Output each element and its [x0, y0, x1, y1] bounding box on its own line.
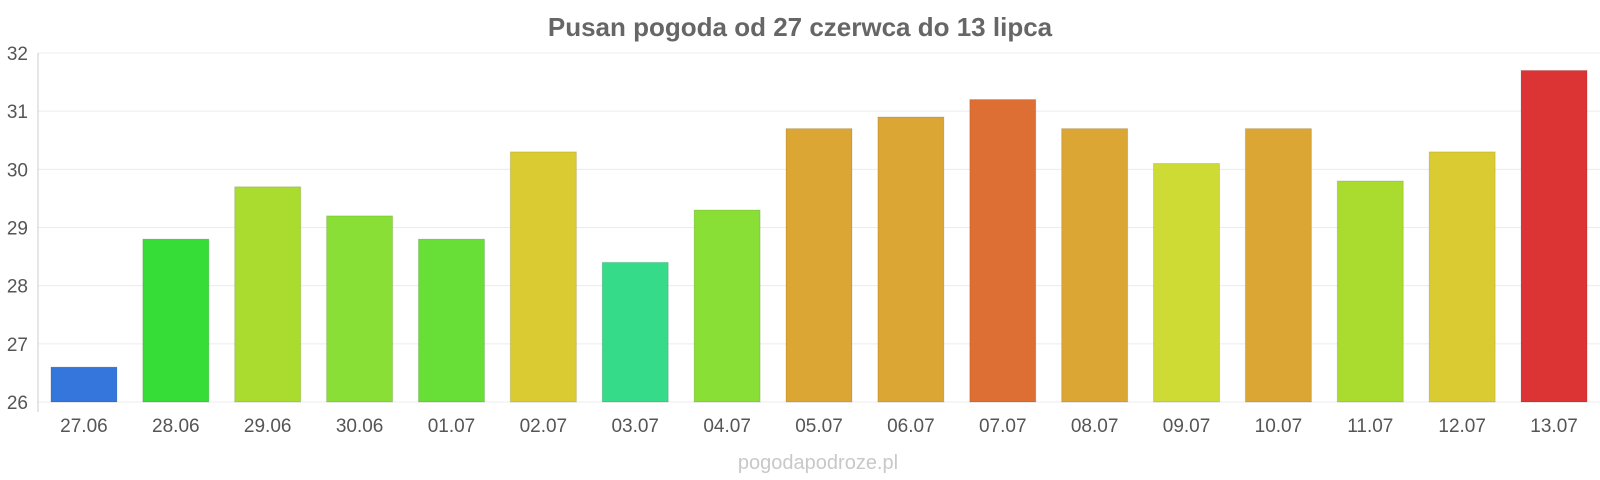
x-tick-label: 12.07 — [1438, 416, 1486, 437]
bar-29.06 — [234, 186, 302, 403]
bar-28.06 — [142, 238, 210, 403]
bar-08.07 — [1061, 128, 1129, 403]
y-axis-ticks: 26 27 28 29 30 31 32 — [7, 44, 28, 414]
x-tick-label: 09.07 — [1163, 416, 1211, 437]
bar-09.07 — [1153, 163, 1221, 403]
x-tick-label: 13.07 — [1530, 416, 1578, 437]
x-tick-label: 28.06 — [152, 416, 200, 437]
bar-06.07 — [877, 116, 945, 403]
bar-04.07 — [693, 209, 761, 403]
credit-watermark: pogodapodroze.pl — [738, 452, 898, 474]
y-tick-label: 26 — [7, 393, 28, 414]
x-tick-label: 27.06 — [60, 416, 108, 437]
bars — [50, 69, 1588, 403]
x-tick-label: 03.07 — [611, 416, 659, 437]
x-tick-label: 05.07 — [795, 416, 843, 437]
x-tick-label: 02.07 — [520, 416, 568, 437]
bar-13.07 — [1520, 69, 1588, 403]
y-tick-label: 31 — [7, 102, 28, 123]
x-tick-label: 01.07 — [428, 416, 476, 437]
bar-01.07 — [417, 238, 485, 403]
y-tick-label: 28 — [7, 277, 28, 298]
y-tick-label: 29 — [7, 219, 28, 240]
x-tick-label: 30.06 — [336, 416, 384, 437]
x-tick-label: 10.07 — [1255, 416, 1303, 437]
bar-30.06 — [326, 215, 394, 403]
bar-03.07 — [601, 261, 669, 403]
bar-12.07 — [1428, 151, 1496, 403]
x-tick-label: 04.07 — [703, 416, 751, 437]
y-tick-label: 30 — [7, 160, 28, 181]
bar-07.07 — [969, 99, 1037, 403]
x-tick-label: 08.07 — [1071, 416, 1119, 437]
y-tick-label: 27 — [7, 335, 28, 356]
x-tick-label: 07.07 — [979, 416, 1027, 437]
bar-11.07 — [1336, 180, 1404, 403]
bar-02.07 — [509, 151, 577, 403]
x-tick-label: 29.06 — [244, 416, 292, 437]
x-tick-label: 11.07 — [1347, 416, 1393, 437]
y-tick-label: 32 — [7, 44, 28, 65]
chart-title: Pusan pogoda od 27 czerwca do 13 lipca — [548, 12, 1053, 42]
bar-27.06 — [50, 366, 118, 403]
x-axis-ticks: 27.06 28.06 29.06 30.06 01.07 02.07 03.07 04.07… — [60, 416, 1578, 437]
bar-05.07 — [785, 128, 853, 403]
x-tick-label: 06.07 — [887, 416, 935, 437]
bar-10.07 — [1244, 128, 1312, 403]
